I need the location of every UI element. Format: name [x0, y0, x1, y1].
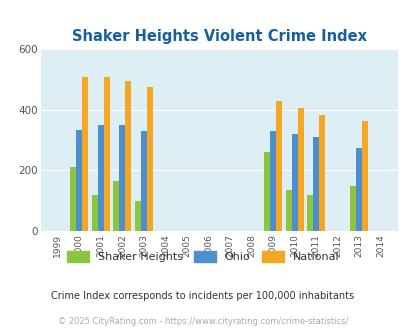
Bar: [82, 77, 88, 231]
Bar: [113, 181, 119, 231]
Bar: [349, 185, 355, 231]
Bar: [318, 115, 324, 231]
Bar: [275, 101, 281, 231]
Bar: [361, 120, 367, 231]
Bar: [291, 134, 297, 231]
Bar: [285, 190, 291, 231]
Text: Crime Index corresponds to incidents per 100,000 inhabitants: Crime Index corresponds to incidents per…: [51, 291, 354, 301]
Bar: [141, 131, 147, 231]
Bar: [92, 195, 98, 231]
Title: Shaker Heights Violent Crime Index: Shaker Heights Violent Crime Index: [72, 29, 366, 44]
Bar: [125, 81, 131, 231]
Bar: [355, 148, 361, 231]
Bar: [76, 130, 82, 231]
Bar: [306, 195, 312, 231]
Bar: [263, 152, 269, 231]
Bar: [104, 77, 110, 231]
Bar: [312, 137, 318, 231]
Bar: [134, 201, 141, 231]
Bar: [269, 131, 275, 231]
Bar: [119, 125, 125, 231]
Bar: [297, 109, 303, 231]
Text: © 2025 CityRating.com - https://www.cityrating.com/crime-statistics/: © 2025 CityRating.com - https://www.city…: [58, 317, 347, 326]
Bar: [70, 167, 76, 231]
Bar: [147, 87, 153, 231]
Legend: Shaker Heights, Ohio, National: Shaker Heights, Ohio, National: [62, 247, 343, 267]
Bar: [98, 125, 104, 231]
